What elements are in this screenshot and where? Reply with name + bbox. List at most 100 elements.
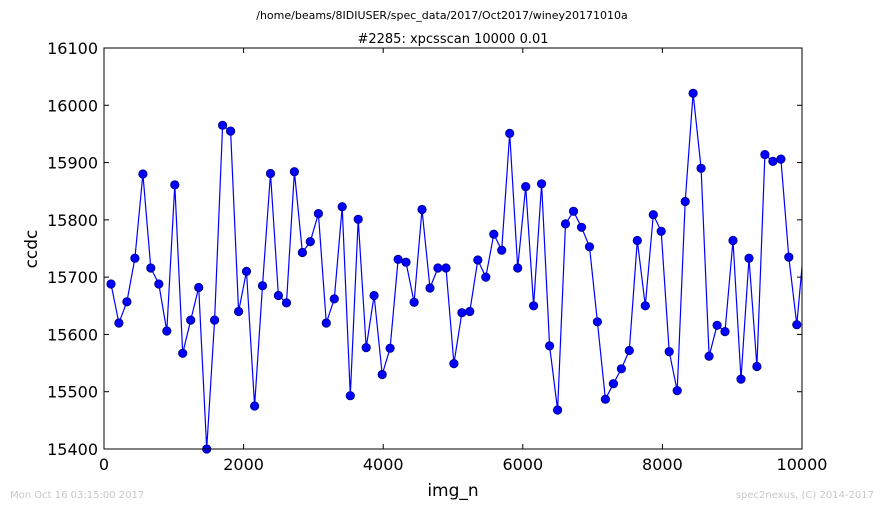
data-point xyxy=(409,297,419,307)
data-point xyxy=(648,210,658,220)
data-point xyxy=(536,179,547,189)
data-point xyxy=(744,253,754,263)
data-point xyxy=(632,235,642,246)
data-point xyxy=(584,242,595,252)
data-point xyxy=(513,263,523,273)
data-point xyxy=(704,351,714,361)
data-point xyxy=(345,391,355,401)
data-point xyxy=(417,204,427,215)
x-axis-label: img_n xyxy=(427,481,478,501)
data-point xyxy=(688,88,698,98)
data-point xyxy=(146,263,156,273)
data-point xyxy=(297,247,307,258)
data-point xyxy=(194,282,204,293)
data-point xyxy=(393,254,403,264)
x-tick-label: 0 xyxy=(99,455,109,474)
data-point xyxy=(728,235,738,246)
data-point xyxy=(760,150,770,160)
data-point xyxy=(305,237,315,247)
y-tick-label: 15600 xyxy=(47,325,98,344)
chart-title: #2285: xpcsscan 10000 0.01 xyxy=(357,32,548,47)
data-point xyxy=(696,163,706,173)
data-point xyxy=(736,374,746,384)
data-point xyxy=(624,345,634,356)
y-tick-label: 15800 xyxy=(47,211,98,230)
data-point xyxy=(656,226,666,236)
x-tick-label: 10000 xyxy=(777,455,828,474)
data-point xyxy=(473,255,483,265)
data-point xyxy=(776,154,786,164)
data-point xyxy=(425,283,435,293)
data-point xyxy=(544,341,555,351)
data-point xyxy=(122,297,132,307)
x-tick-label: 6000 xyxy=(502,455,543,474)
data-point xyxy=(170,180,180,190)
data-point xyxy=(457,308,467,318)
series-line xyxy=(110,93,802,449)
data-point xyxy=(521,182,531,192)
data-point xyxy=(792,320,802,330)
plot-frame xyxy=(103,47,803,450)
data-point xyxy=(257,281,268,291)
data-point xyxy=(441,263,451,273)
data-point xyxy=(321,318,331,328)
data-point xyxy=(281,298,292,308)
data-point xyxy=(186,315,196,325)
data-point xyxy=(178,348,188,358)
data-point xyxy=(353,214,363,224)
data-point xyxy=(784,252,794,262)
data-point xyxy=(162,326,172,336)
data-point xyxy=(616,364,627,374)
data-point xyxy=(313,209,323,219)
file-path-header: /home/beams/8IDIUSER/spec_data/2017/Oct2… xyxy=(256,9,628,22)
data-point xyxy=(489,229,499,239)
y-tick-label: 15900 xyxy=(47,154,98,173)
data-point xyxy=(505,128,515,138)
data-point xyxy=(528,301,539,311)
data-point xyxy=(680,196,690,207)
data-point xyxy=(664,346,674,357)
data-point xyxy=(241,266,252,276)
data-point xyxy=(337,202,347,212)
data-point xyxy=(273,290,283,301)
data-point xyxy=(265,168,276,179)
x-tick-label: 2000 xyxy=(223,455,264,474)
data-point xyxy=(568,206,579,216)
data-point xyxy=(449,358,459,369)
footer-timestamp: Mon Oct 16 03:15:00 2017 xyxy=(10,490,144,501)
data-point xyxy=(608,379,619,389)
y-axis-label: ccdc xyxy=(22,230,42,269)
data-point xyxy=(377,369,387,380)
data-point xyxy=(210,315,220,325)
data-point xyxy=(560,219,571,229)
data-point xyxy=(361,342,371,353)
data-point xyxy=(218,120,228,130)
data-point xyxy=(600,394,611,404)
data-point xyxy=(138,169,148,179)
y-tick-label: 16100 xyxy=(47,39,98,58)
data-point xyxy=(226,126,236,136)
data-point xyxy=(497,245,507,255)
footer-credit: spec2nexus, (C) 2014-2017 xyxy=(736,490,874,501)
data-point xyxy=(385,343,395,353)
data-point xyxy=(576,222,587,232)
y-tick-label: 15400 xyxy=(47,440,98,459)
data-point xyxy=(289,167,299,177)
data-point xyxy=(672,385,682,396)
data-point xyxy=(401,257,411,267)
data-point xyxy=(154,279,164,289)
data-point xyxy=(552,405,563,415)
x-tick-label: 8000 xyxy=(642,455,683,474)
data-point xyxy=(768,156,778,166)
y-tick-label: 16000 xyxy=(47,96,98,115)
x-tick-label: 4000 xyxy=(363,455,404,474)
data-point xyxy=(712,320,722,330)
data-point xyxy=(465,306,475,317)
plot-area xyxy=(104,48,802,449)
data-point xyxy=(640,301,650,311)
data-point xyxy=(329,294,339,304)
data-point xyxy=(114,318,124,328)
data-point xyxy=(752,361,762,372)
y-tick-label: 15500 xyxy=(47,383,98,402)
